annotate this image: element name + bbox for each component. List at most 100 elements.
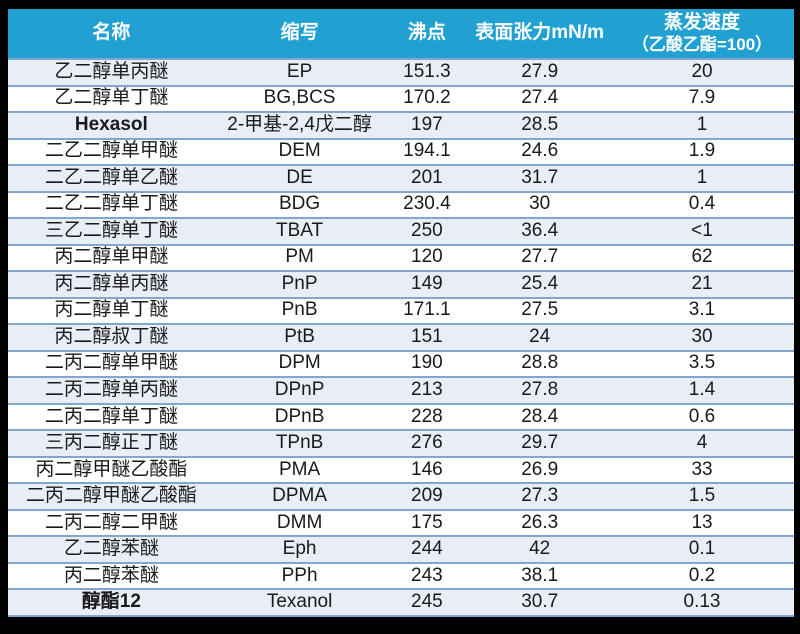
evaporation-rate-cell: 0.2 [610, 561, 794, 590]
surface-tension-cell: 30 [469, 190, 611, 219]
evaporation-rate-cell: 1.4 [610, 376, 794, 404]
name-cell: 二丙二醇单丙醚 [8, 376, 215, 404]
name-cell: 丙二醇单甲醚 [8, 243, 215, 272]
header-row: 名称 缩写 沸点 表面张力mN/m 蒸发速度 （乙酸乙酯=100） [8, 9, 794, 59]
boiling-point-cell: 213 [384, 376, 470, 404]
evaporation-rate-cell: 4 [610, 429, 794, 457]
table-row: 丙二醇苯醚 PPh 243 38.1 0.2 [8, 561, 794, 590]
name-cell: 三丙二醇正丁醚 [8, 429, 215, 457]
evaporation-rate-cell: 0.6 [610, 402, 794, 431]
header-abbreviation: 缩写 [214, 9, 385, 59]
boiling-point-cell: 245 [384, 588, 470, 617]
surface-tension-cell: 27.5 [469, 296, 611, 325]
table-row: 丙二醇单丙醚 PnP 149 25.4 21 [8, 270, 794, 298]
name-cell: 乙二醇苯醚 [8, 535, 215, 563]
name-cell: 丙二醇单丙醚 [8, 270, 215, 298]
name-cell: 乙二醇单丙醚 [8, 58, 215, 86]
surface-tension-cell: 24.6 [469, 137, 611, 166]
abbreviation-cell: TBAT [214, 217, 385, 245]
boiling-point-cell: 201 [384, 164, 470, 192]
name-cell: 二乙二醇单甲醚 [8, 137, 215, 166]
boiling-point-cell: 170.2 [384, 84, 470, 113]
table-header: 名称 缩写 沸点 表面张力mN/m 蒸发速度 （乙酸乙酯=100） [8, 9, 794, 59]
name-cell: 二丙二醇单丁醚 [8, 402, 215, 431]
table-row: 二丙二醇单丁醚 DPnB 228 28.4 0.6 [8, 402, 794, 431]
evaporation-rate-cell: 1.5 [610, 482, 794, 510]
table-row: 丙二醇叔丁醚 PtB 151 24 30 [8, 323, 794, 351]
boiling-point-cell: 190 [384, 349, 470, 378]
header-evaporation-rate: 蒸发速度 （乙酸乙酯=100） [610, 9, 794, 59]
surface-tension-cell: 28.8 [469, 349, 611, 378]
abbreviation-cell: PPh [214, 561, 385, 590]
surface-tension-cell: 24 [469, 323, 611, 351]
surface-tension-cell: 30.7 [469, 588, 611, 617]
abbreviation-cell: DE [214, 164, 385, 192]
abbreviation-cell: PnB [214, 296, 385, 325]
surface-tension-cell: 27.9 [469, 58, 611, 86]
name-cell: 二乙二醇单乙醚 [8, 164, 215, 192]
evaporation-rate-cell: 0.13 [610, 588, 794, 617]
name-cell: 丙二醇甲醚乙酸酯 [8, 455, 215, 484]
table-row: 三乙二醇单丁醚 TBAT 250 36.4 <1 [8, 217, 794, 245]
surface-tension-cell: 27.8 [469, 376, 611, 404]
abbreviation-cell: PnP [214, 270, 385, 298]
table-row: 乙二醇苯醚 Eph 244 42 0.1 [8, 535, 794, 563]
surface-tension-cell: 27.3 [469, 482, 611, 510]
evaporation-rate-cell: 1 [610, 164, 794, 192]
boiling-point-cell: 276 [384, 429, 470, 457]
evaporation-rate-cell: <1 [610, 217, 794, 245]
table-row: 二丙二醇二甲醚 DMM 175 26.3 13 [8, 508, 794, 537]
boiling-point-cell: 197 [384, 111, 470, 139]
table-row: 二丙二醇单丙醚 DPnP 213 27.8 1.4 [8, 376, 794, 404]
abbreviation-cell: PtB [214, 323, 385, 351]
header-surface-tension: 表面张力mN/m [469, 9, 611, 59]
surface-tension-cell: 28.5 [469, 111, 611, 139]
boiling-point-cell: 146 [384, 455, 470, 484]
name-cell: Hexasol [8, 111, 215, 139]
table-row: 丙二醇单丁醚 PnB 171.1 27.5 3.1 [8, 296, 794, 325]
abbreviation-cell: 2-甲基-2,4戊二醇 [214, 111, 385, 139]
abbreviation-cell: BDG [214, 190, 385, 219]
abbreviation-cell: EP [214, 58, 385, 86]
name-cell: 丙二醇单丁醚 [8, 296, 215, 325]
solvent-properties-table: 名称 缩写 沸点 表面张力mN/m 蒸发速度 （乙酸乙酯=100） 乙二醇单丙醚… [8, 9, 794, 617]
surface-tension-cell: 29.7 [469, 429, 611, 457]
name-cell: 三乙二醇单丁醚 [8, 217, 215, 245]
abbreviation-cell: DPM [214, 349, 385, 378]
evaporation-rate-cell: 30 [610, 323, 794, 351]
table-row: 丙二醇甲醚乙酸酯 PMA 146 26.9 33 [8, 455, 794, 484]
evaporation-rate-cell: 7.9 [610, 84, 794, 113]
evaporation-rate-cell: 0.1 [610, 535, 794, 563]
abbreviation-cell: DPnP [214, 376, 385, 404]
abbreviation-cell: DPMA [214, 482, 385, 510]
header-evaporation-rate-line2: （乙酸乙酯=100） [631, 34, 773, 54]
evaporation-rate-cell: 1.9 [610, 137, 794, 166]
surface-tension-cell: 36.4 [469, 217, 611, 245]
boiling-point-cell: 120 [384, 243, 470, 272]
boiling-point-cell: 228 [384, 402, 470, 431]
boiling-point-cell: 151.3 [384, 58, 470, 86]
table-row: 二丙二醇甲醚乙酸酯 DPMA 209 27.3 1.5 [8, 482, 794, 510]
evaporation-rate-cell: 62 [610, 243, 794, 272]
table-row: 二乙二醇单甲醚 DEM 194.1 24.6 1.9 [8, 137, 794, 166]
evaporation-rate-cell: 3.1 [610, 296, 794, 325]
table-row: 三丙二醇正丁醚 TPnB 276 29.7 4 [8, 429, 794, 457]
evaporation-rate-cell: 0.4 [610, 190, 794, 219]
boiling-point-cell: 230.4 [384, 190, 470, 219]
header-evaporation-rate-line1: 蒸发速度 [664, 12, 741, 34]
name-cell: 丙二醇苯醚 [8, 561, 215, 590]
table-row: 乙二醇单丁醚 BG,BCS 170.2 27.4 7.9 [8, 84, 794, 113]
name-cell: 醇酯12 [8, 588, 215, 617]
abbreviation-cell: Eph [214, 535, 385, 563]
table-row: Hexasol 2-甲基-2,4戊二醇 197 28.5 1 [8, 111, 794, 139]
surface-tension-cell: 42 [469, 535, 611, 563]
surface-tension-cell: 38.1 [469, 561, 611, 590]
header-name: 名称 [8, 9, 215, 59]
table-row: 醇酯12 Texanol 245 30.7 0.13 [8, 588, 794, 617]
surface-tension-cell: 31.7 [469, 164, 611, 192]
surface-tension-cell: 26.9 [469, 455, 611, 484]
name-cell: 二乙二醇单丁醚 [8, 190, 215, 219]
boiling-point-cell: 194.1 [384, 137, 470, 166]
table-row: 二乙二醇单乙醚 DE 201 31.7 1 [8, 164, 794, 192]
